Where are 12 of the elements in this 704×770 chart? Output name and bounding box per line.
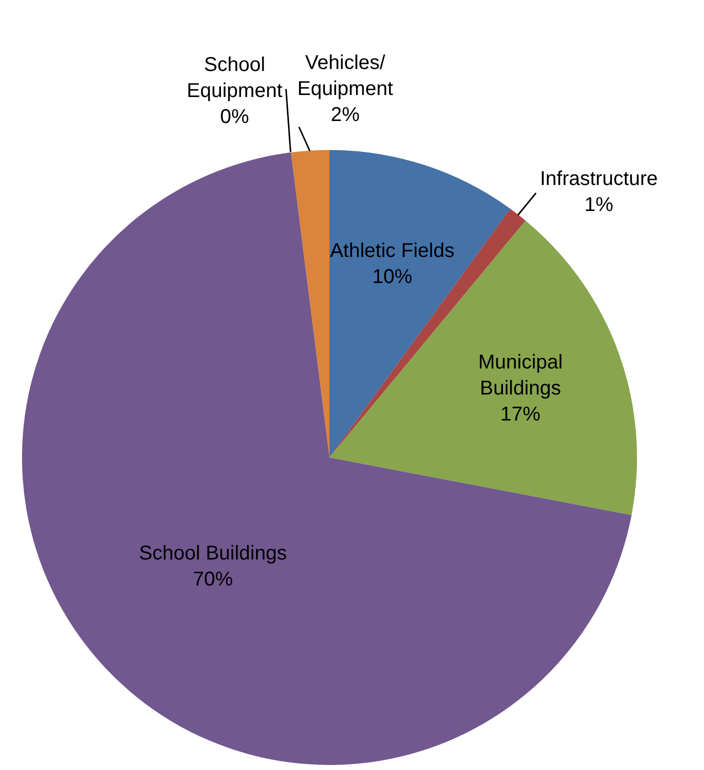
slice-label: Vehicles/Equipment — [297, 52, 394, 100]
data-label: 2% — [330, 104, 360, 126]
data-label: 10% — [372, 266, 412, 288]
data-label: 1% — [584, 194, 614, 216]
data-label: 70% — [192, 568, 234, 590]
slice-label: School Buildings — [139, 542, 287, 564]
data-label: 17% — [500, 403, 541, 426]
category-label: School Equipment — [186, 54, 282, 102]
slice-label: Athletic Fields — [330, 240, 454, 262]
slice-label: Municipal Buildings — [478, 351, 563, 400]
slice-label: Infrastructure — [540, 168, 658, 190]
text: 0% — [220, 106, 250, 128]
